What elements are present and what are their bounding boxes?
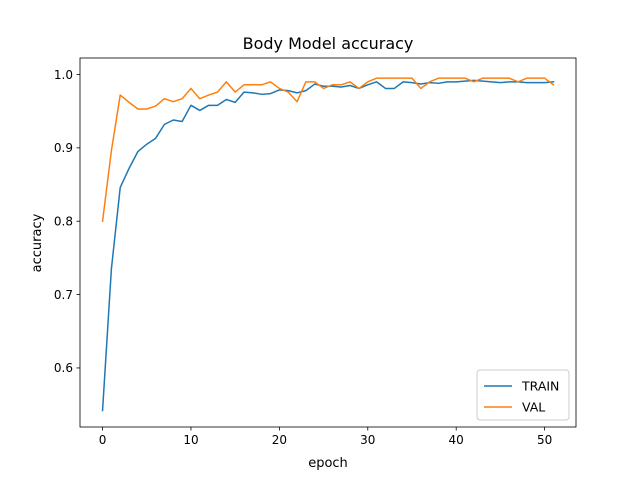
y-tick-label: 1.0 (54, 68, 73, 82)
y-tick-label: 0.7 (54, 288, 73, 302)
series-line-val (103, 78, 554, 221)
x-axis-label: epoch (308, 456, 348, 471)
y-axis-label: accuracy (30, 213, 45, 272)
legend: TRAIN VAL (477, 370, 569, 420)
series-line-train (103, 80, 554, 410)
x-tick-label: 30 (360, 433, 375, 447)
x-tick-label: 10 (183, 433, 198, 447)
y-tick-label: 0.8 (54, 215, 73, 229)
x-tick-label: 50 (537, 433, 552, 447)
x-tick-label: 20 (272, 433, 287, 447)
legend-label-train: TRAIN (521, 379, 559, 394)
x-tick-label: 40 (449, 433, 464, 447)
y-tick-label: 0.9 (54, 141, 73, 155)
legend-label-val: VAL (522, 400, 545, 415)
x-tick-label: 0 (99, 433, 107, 447)
series-lines (103, 78, 554, 410)
y-tick-label: 0.6 (54, 361, 73, 375)
chart-title: Body Model accuracy (243, 34, 414, 53)
